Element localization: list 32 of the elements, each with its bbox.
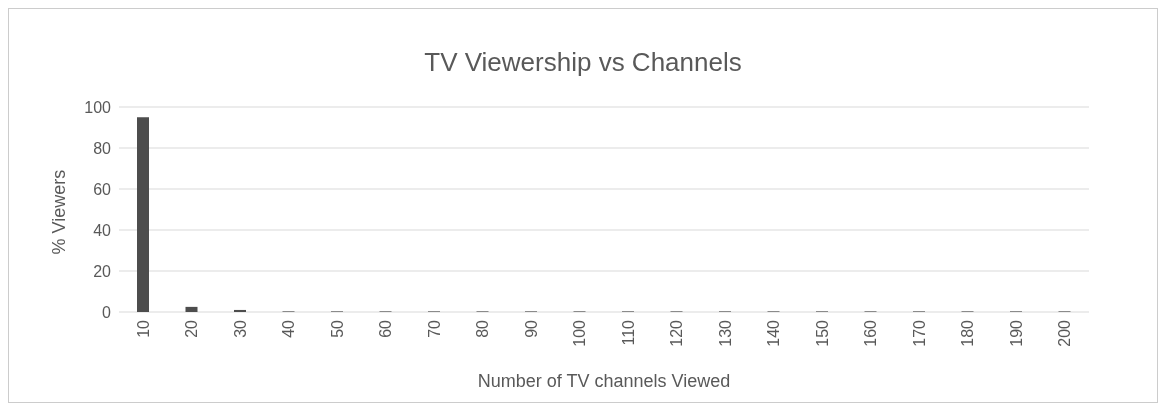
x-tick-label: 170: [910, 319, 928, 347]
y-tick-label: 100: [84, 98, 112, 116]
y-tick-label: 40: [93, 221, 112, 239]
x-tick-label: 180: [959, 319, 977, 347]
x-tick-label: 80: [474, 319, 492, 338]
x-tick-label: 130: [716, 319, 734, 347]
x-tick-label: 40: [280, 319, 298, 338]
bar: [137, 117, 149, 312]
x-tick-label: 140: [765, 319, 783, 347]
bar: [234, 309, 246, 312]
x-tick-label: 150: [813, 319, 831, 347]
x-tick-label: 90: [522, 319, 540, 338]
x-tick-label: 60: [377, 319, 395, 338]
x-tick-label: 100: [571, 319, 589, 347]
x-tick-label: 110: [619, 319, 637, 346]
x-tick-label: 50: [328, 319, 346, 338]
x-tick-label: 120: [668, 319, 686, 347]
x-tick-label: 30: [231, 319, 249, 338]
y-tick-label: 80: [93, 139, 112, 157]
x-axis-title: Number of TV channels Viewed: [477, 371, 731, 391]
bar: [185, 306, 198, 312]
x-tick-label: 190: [1007, 319, 1025, 347]
y-tick-label: 20: [93, 262, 112, 280]
x-tick-label: 20: [183, 319, 201, 338]
x-tick-label: 200: [1056, 319, 1074, 347]
x-tick-label: 70: [425, 319, 443, 338]
x-tick-label: 160: [862, 319, 880, 347]
x-tick-label: 10: [134, 319, 152, 338]
y-axis-title: % Viewers: [49, 169, 70, 255]
y-tick-label: 60: [93, 180, 112, 198]
chart-title: TV Viewership vs Channels: [423, 46, 743, 79]
y-tick-label: 0: [102, 303, 112, 321]
